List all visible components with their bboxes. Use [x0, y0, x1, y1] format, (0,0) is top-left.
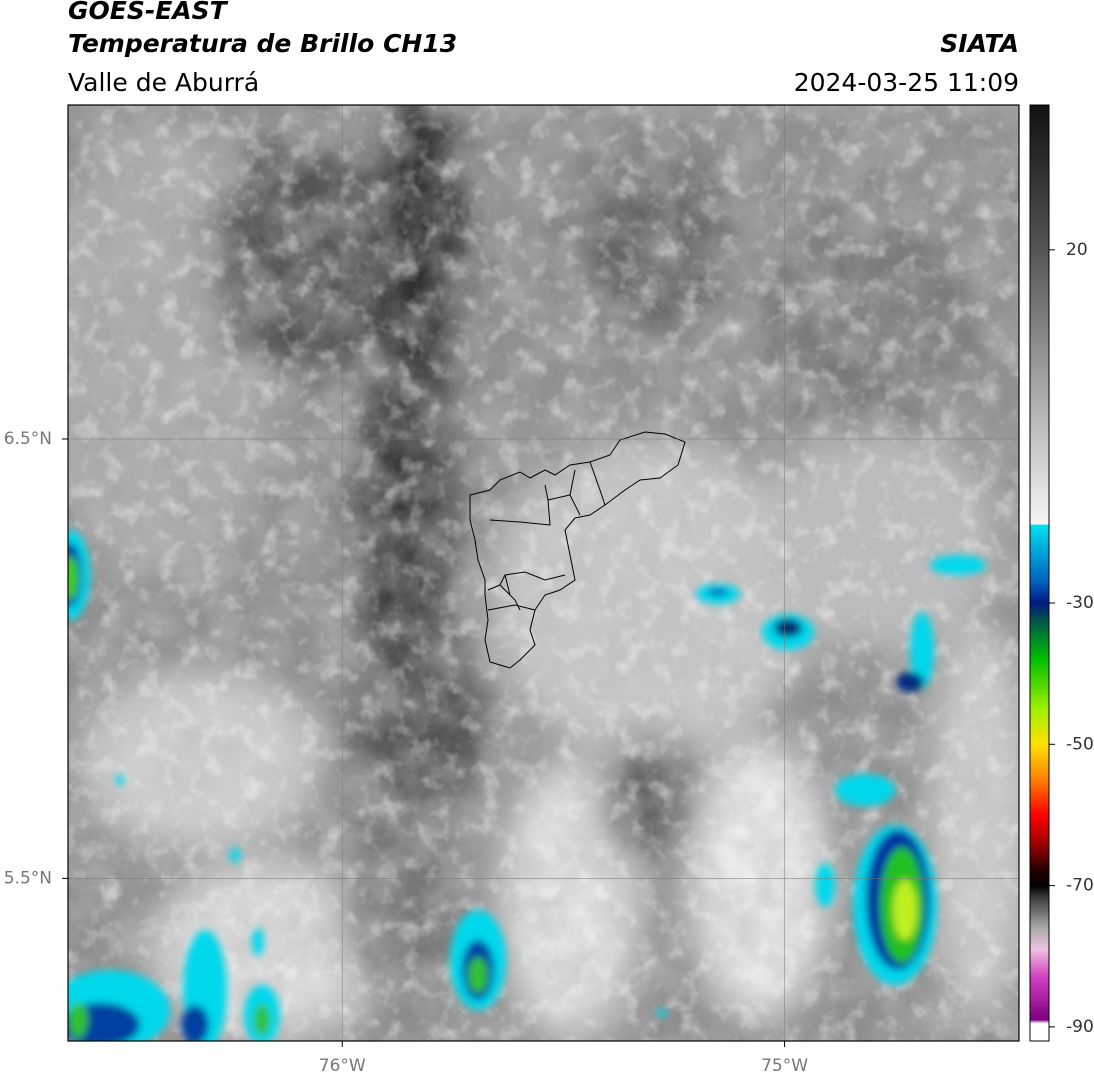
datetime: 2024-03-25 11:09	[794, 68, 1019, 97]
colorbar-tick-label: -70	[1066, 876, 1094, 896]
region: Valle de Aburrá	[68, 68, 259, 97]
colorbar-tick-label: 20	[1066, 240, 1088, 260]
municipal-boundaries	[469, 431, 686, 669]
y-tick-label: 6.5°N	[4, 429, 52, 449]
colorbar-tick-label: -90	[1066, 1017, 1094, 1037]
y-tick-label: 5.5°N	[4, 868, 52, 888]
colorbar-tick-label: -30	[1066, 593, 1094, 613]
colorbar-tick-label: -50	[1066, 734, 1094, 754]
map-frame	[67, 104, 1020, 1042]
colorbar	[1029, 104, 1050, 1042]
source: SIATA	[940, 29, 1019, 58]
satellite-image	[68, 105, 1019, 1041]
x-tick-label: 76°W	[319, 1056, 366, 1076]
title: GOES-EAST	[68, 0, 229, 25]
subtitle: Temperatura de Brillo CH13	[68, 29, 457, 58]
x-tick-label: 75°W	[761, 1056, 808, 1076]
